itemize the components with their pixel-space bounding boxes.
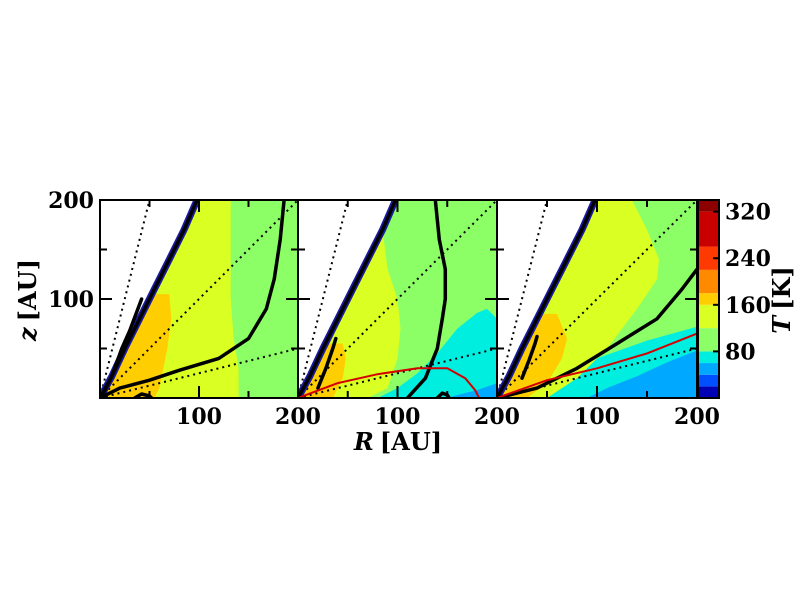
temperature-region — [377, 308, 497, 398]
dotted-reference-line — [497, 200, 697, 398]
dotted-reference-line — [497, 347, 697, 398]
x-tick-label: 200 — [474, 404, 520, 430]
colorbar-tick-label: 80 — [725, 339, 756, 365]
colorbar-level — [698, 304, 719, 329]
panel-3 — [497, 200, 697, 398]
colorbar-level — [698, 328, 719, 352]
axes: 100 200 100 200 100 200 100 200 — [48, 188, 720, 430]
red-contour-line — [298, 367, 480, 398]
colorbar-level — [698, 374, 719, 387]
x-tick-label: 100 — [375, 404, 421, 430]
temperature-region — [587, 350, 697, 398]
contour-line — [520, 334, 539, 380]
contour-panels — [100, 200, 697, 398]
contour-line — [497, 267, 697, 398]
colorbar-level — [698, 351, 719, 364]
colorbar: 80 160 240 320 — [697, 199, 771, 399]
colorbar-level — [698, 386, 719, 398]
dotted-reference-line — [100, 347, 298, 398]
red-contour-line — [497, 332, 697, 398]
contour-line — [100, 297, 144, 398]
temperature-region — [100, 294, 172, 398]
x-tick-label: 100 — [176, 404, 222, 430]
colorbar-level — [698, 211, 719, 247]
contour-line — [405, 200, 448, 398]
contour-line — [497, 200, 597, 398]
y-axis-label: z[AU] — [13, 259, 42, 342]
dotted-reference-line — [100, 200, 151, 398]
temperature-region — [447, 383, 497, 398]
colorbar-tick-label: 160 — [725, 293, 771, 319]
colorbar-frame — [697, 199, 720, 399]
x-axis-label: R [AU] — [353, 427, 442, 456]
dotted-reference-line — [497, 200, 548, 398]
contour-line — [298, 200, 398, 398]
colorbar-level — [698, 363, 719, 375]
x-tick-label: 200 — [275, 404, 321, 430]
dotted-reference-line — [298, 347, 497, 398]
contour-line — [100, 200, 286, 398]
y-tick-label: 200 — [48, 188, 94, 214]
colorbar-label: T[K] — [767, 266, 796, 333]
colorbar-tick-label: 240 — [725, 246, 771, 272]
dotted-reference-line — [298, 200, 349, 398]
colorbar-level — [698, 269, 719, 294]
y-tick-label: 100 — [48, 287, 94, 313]
colorbar-level — [698, 200, 719, 212]
panel-2 — [298, 200, 497, 398]
panel-1 — [100, 200, 298, 398]
contour-line — [316, 336, 338, 390]
colorbar-level — [698, 246, 719, 270]
colorbar-tick-label: 320 — [725, 200, 771, 226]
colorbar-level — [698, 293, 719, 305]
x-tick-label: 100 — [574, 404, 620, 430]
x-tick-label: 200 — [674, 404, 720, 430]
